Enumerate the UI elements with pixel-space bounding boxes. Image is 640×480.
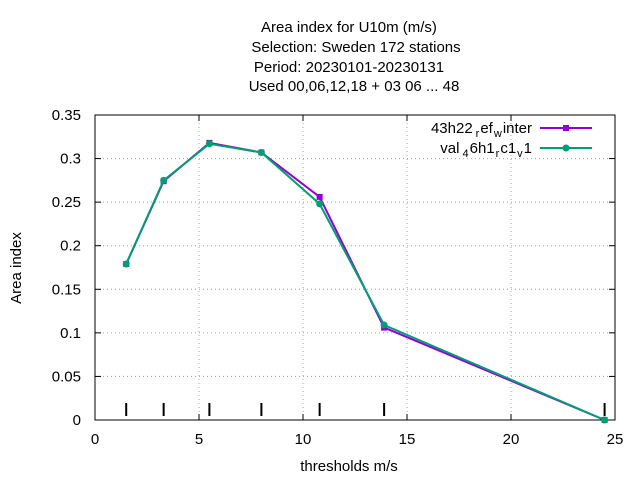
y-axis-label: Area index <box>8 232 25 304</box>
threshold-marks <box>125 403 606 416</box>
y-tick-label: 0.15 <box>52 281 81 298</box>
title-line-1: Area index for U10m (m/s) <box>261 19 437 36</box>
series-layer <box>122 139 609 424</box>
y-tick-labels: 0 0.05 0.1 0.15 0.2 0.25 0.3 0.35 <box>52 107 81 429</box>
series-point-2 <box>122 260 130 268</box>
y-tick-label: 0.3 <box>60 151 81 168</box>
legend-entry-2: val 46h1rc1v1 <box>440 140 592 160</box>
plot-frame <box>94 114 616 421</box>
series-line-1 <box>125 141 605 421</box>
title-line-4: Used 00,06,12,18 + 03 06 ... 48 <box>249 78 460 95</box>
legend-label-1: 43h22 refwinter <box>431 120 532 140</box>
x-tick-label: 25 <box>607 431 624 448</box>
title-line-3: Period: 20230101-20230131 <box>254 59 444 76</box>
y-tick-label: 0.2 <box>60 238 81 255</box>
x-tick-labels: 0 5 10 15 20 25 <box>91 431 624 448</box>
y-tick-label: 0.1 <box>60 325 81 342</box>
series-point-2 <box>601 416 609 424</box>
series-line-2 <box>125 142 605 421</box>
legend-entry-1: 43h22 refwinter <box>431 120 592 140</box>
legend-label-2: val 46h1rc1v1 <box>440 140 532 160</box>
y-tick-label: 0 <box>73 412 81 429</box>
series-point-2 <box>160 176 168 184</box>
grid-lines <box>95 115 615 420</box>
y-tick-label: 0.35 <box>52 107 81 124</box>
series-point-2 <box>205 140 213 148</box>
x-tick-label: 10 <box>295 431 312 448</box>
legend-marker-2 <box>562 144 570 152</box>
title-line-2: Selection: Sweden 172 stations <box>251 39 460 56</box>
series-point-2 <box>380 321 388 329</box>
x-tick-label: 0 <box>91 431 99 448</box>
x-tick-label: 5 <box>195 431 203 448</box>
x-tick-label: 15 <box>399 431 416 448</box>
series-point-1 <box>316 193 323 200</box>
legend: 43h22 refwinter val 46h1rc1v1 <box>431 120 592 160</box>
series-point-2 <box>316 200 324 208</box>
y-tick-label: 0.25 <box>52 194 81 211</box>
x-tick-label: 20 <box>503 431 520 448</box>
axis-ticks <box>94 114 616 421</box>
chart-title: Area index for U10m (m/s) Selection: Swe… <box>249 19 461 95</box>
y-tick-label: 0.05 <box>52 368 81 385</box>
x-axis-label: thresholds m/s <box>300 458 398 475</box>
series-point-2 <box>257 148 265 156</box>
legend-marker-1 <box>563 125 569 131</box>
